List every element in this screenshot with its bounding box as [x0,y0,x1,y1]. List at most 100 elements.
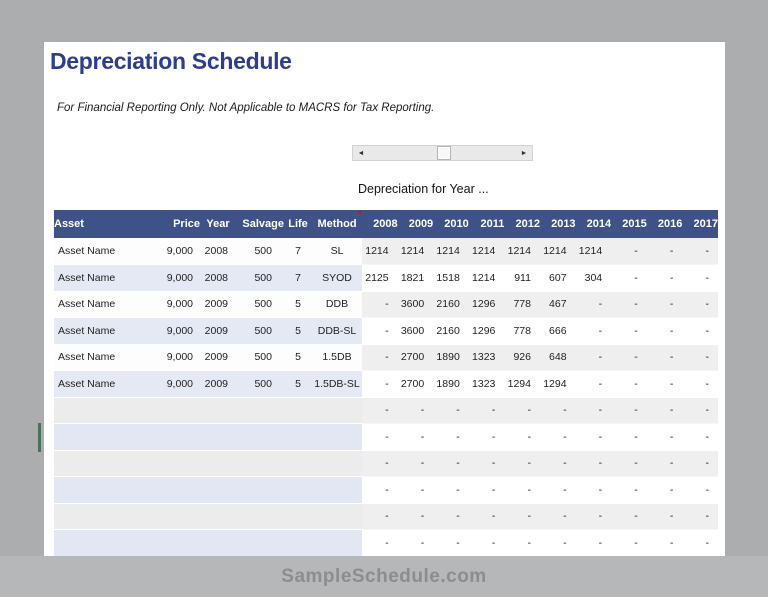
cell-year-2017[interactable]: - [682,503,718,530]
cell-life[interactable] [284,397,312,424]
cell-year-2015[interactable]: - [611,397,647,424]
cell-asset[interactable]: Asset Name [54,291,150,318]
cell-price[interactable]: 9,000 [150,370,200,398]
cell-method[interactable] [312,503,362,530]
cell-salvage[interactable]: 500 [236,370,284,398]
cell-year-2017[interactable]: - [682,476,718,504]
cell-life[interactable]: 7 [284,238,312,265]
cell-year-2009[interactable]: - [397,529,434,557]
cell-year-2011[interactable]: - [468,397,505,424]
cell-year-2016[interactable]: - [646,423,683,451]
cell-year-2016[interactable]: - [646,317,683,345]
cell-year-2009[interactable]: 3600 [397,291,434,318]
cell-asset[interactable] [54,450,150,477]
cell-year-2014[interactable]: - [575,344,612,371]
cell-year[interactable] [200,476,236,504]
cell-salvage[interactable]: 500 [236,264,284,292]
cell-year-2010[interactable]: - [433,423,469,451]
cell-year-2014[interactable]: 1214 [575,238,612,265]
horizontal-scrollbar[interactable]: ◄ ► [352,145,533,161]
cell-year-2014[interactable]: - [575,529,612,557]
cell-year-2013[interactable]: - [539,450,576,477]
cell-year-2012[interactable]: - [504,503,540,530]
cell-year-2008[interactable]: - [362,503,398,530]
cell-asset[interactable]: Asset Name [54,264,150,292]
cell-asset[interactable] [54,423,150,451]
cell-year-2011[interactable]: 1214 [468,238,505,265]
cell-asset[interactable] [54,529,150,557]
cell-asset[interactable]: Asset Name [54,370,150,398]
cell-salvage[interactable] [236,476,284,504]
cell-year-2010[interactable]: 1890 [433,344,469,371]
cell-year-2013[interactable]: - [539,503,576,530]
cell-year-2013[interactable]: - [539,397,576,424]
cell-year-2014[interactable]: 304 [575,264,612,292]
cell-year-2009[interactable]: - [397,450,434,477]
cell-year-2012[interactable]: 1214 [504,238,540,265]
cell-year-2016[interactable]: - [646,476,683,504]
cell-year-2010[interactable]: - [433,476,469,504]
cell-year-2014[interactable]: - [575,423,612,451]
cell-year-2010[interactable]: 2160 [433,317,469,345]
cell-method[interactable] [312,397,362,424]
cell-method[interactable]: 1.5DB [312,344,362,371]
cell-year-2017[interactable]: - [682,397,718,424]
cell-salvage[interactable] [236,503,284,530]
cell-method[interactable] [312,476,362,504]
cell-year-2011[interactable]: 1323 [468,344,505,371]
cell-year-2016[interactable]: - [646,344,683,371]
cell-year-2014[interactable]: - [575,370,612,398]
cell-year-2010[interactable]: 1890 [433,370,469,398]
cell-method[interactable]: SYOD [312,264,362,292]
cell-year-2011[interactable]: - [468,476,505,504]
cell-year[interactable]: 2008 [200,264,236,292]
cell-year-2015[interactable]: - [611,264,647,292]
cell-year-2016[interactable]: - [646,264,683,292]
cell-year-2015[interactable]: - [611,370,647,398]
cell-year-2010[interactable]: 1214 [433,238,469,265]
cell-year-2012[interactable]: - [504,397,540,424]
cell-year-2016[interactable]: - [646,238,683,265]
cell-asset[interactable]: Asset Name [54,344,150,371]
cell-price[interactable] [150,529,200,557]
cell-year-2011[interactable]: 1323 [468,370,505,398]
cell-year-2015[interactable]: - [611,291,647,318]
cell-life[interactable]: 5 [284,317,312,345]
cell-year-2010[interactable]: - [433,529,469,557]
cell-year-2013[interactable]: - [539,476,576,504]
cell-price[interactable] [150,423,200,451]
cell-asset[interactable] [54,503,150,530]
cell-method[interactable] [312,450,362,477]
cell-year[interactable] [200,529,236,557]
cell-year-2015[interactable]: - [611,344,647,371]
cell-year-2011[interactable]: - [468,529,505,557]
cell-year-2012[interactable]: 778 [504,291,540,318]
cell-year-2012[interactable]: - [504,423,540,451]
cell-year-2011[interactable]: - [468,423,505,451]
cell-year[interactable]: 2009 [200,344,236,371]
cell-year-2009[interactable]: - [397,503,434,530]
cell-life[interactable] [284,476,312,504]
cell-life[interactable]: 5 [284,370,312,398]
cell-price[interactable]: 9,000 [150,238,200,265]
cell-price[interactable]: 9,000 [150,264,200,292]
cell-year-2012[interactable]: 911 [504,264,540,292]
cell-year-2011[interactable]: - [468,450,505,477]
cell-method[interactable]: 1.5DB-SL [312,370,362,398]
cell-year-2017[interactable]: - [682,344,718,371]
cell-year-2016[interactable]: - [646,370,683,398]
cell-year-2012[interactable]: 1294 [504,370,540,398]
cell-year-2011[interactable]: 1296 [468,291,505,318]
cell-life[interactable] [284,529,312,557]
cell-life[interactable] [284,450,312,477]
cell-price[interactable]: 9,000 [150,317,200,345]
cell-year-2015[interactable]: - [611,450,647,477]
cell-year-2016[interactable]: - [646,397,683,424]
cell-method[interactable]: SL [312,238,362,265]
cell-year-2014[interactable]: - [575,503,612,530]
cell-asset[interactable] [54,476,150,504]
cell-salvage[interactable] [236,529,284,557]
cell-year-2017[interactable]: - [682,317,718,345]
cell-year-2009[interactable]: - [397,423,434,451]
cell-year-2010[interactable]: - [433,450,469,477]
